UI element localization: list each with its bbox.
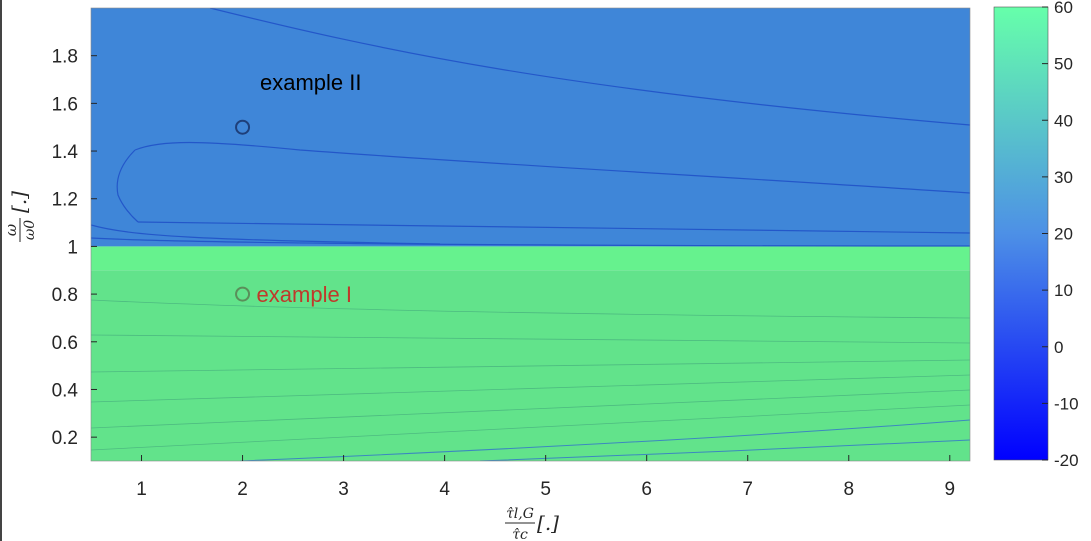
y-tick-label: 1.6 (52, 94, 78, 115)
x-tick-label: 7 (742, 479, 753, 500)
svg-text:[.]: [.] (7, 191, 31, 213)
svg-text:τ̂l,G: τ̂l,G (506, 506, 534, 522)
y-tick-label: 0.2 (52, 428, 78, 449)
colorbar-tick-label: -10 (1054, 394, 1079, 413)
contour-line (91, 224, 441, 245)
page-edge (0, 0, 2, 541)
y-tick-label: 1.2 (52, 190, 78, 211)
svg-text:ω0: ω0 (22, 220, 38, 240)
colorbar-tick-label: 20 (1054, 225, 1073, 244)
heatmap-region (91, 246, 970, 271)
contour-line (116, 149, 139, 223)
x-tick-label: 4 (439, 479, 450, 500)
plot-frame (90, 7, 971, 462)
x-tick-label: 9 (945, 479, 956, 500)
x-axis-label: τ̂l,G τ̂c [.] (505, 506, 559, 541)
y-tick-label: 0.4 (52, 380, 79, 401)
colorbar-tick-label: 0 (1054, 338, 1063, 357)
heatmap-region (91, 8, 970, 247)
colorbar-tick-label: 50 (1054, 55, 1073, 74)
colorbar-tick-label: -20 (1054, 451, 1079, 470)
colorbar-tick-label: 40 (1054, 111, 1073, 130)
contour-line (91, 299, 970, 319)
x-tick-label: 8 (843, 479, 854, 500)
colorbar-tick-label: 60 (1054, 0, 1073, 17)
y-tick-label: 1.8 (52, 47, 78, 68)
contour-line (479, 439, 970, 461)
colorbar-tick-label: 10 (1054, 281, 1073, 300)
contour-line (239, 419, 970, 461)
contour-line (91, 237, 970, 247)
colorbar-tick-label: 30 (1054, 168, 1073, 187)
x-tick-label: 3 (338, 479, 349, 500)
x-tick-label: 5 (540, 479, 551, 500)
contour-line (134, 141, 970, 194)
example-marker (235, 286, 251, 302)
y-tick-label: 1.4 (52, 142, 79, 163)
svg-text:ω: ω (2, 224, 20, 236)
y-tick-label: 0.6 (52, 333, 78, 354)
annotation-example-1: example I (257, 282, 352, 307)
colorbar-gradient (993, 6, 1049, 461)
y-tick-label: 0.8 (52, 285, 78, 306)
x-tick-label: 1 (136, 479, 147, 500)
annotation-example-2: example II (260, 70, 362, 95)
svg-text:[.]: [.] (537, 511, 559, 535)
contour-line (209, 8, 970, 126)
x-tick-label: 2 (237, 479, 248, 500)
plot-area (91, 8, 970, 461)
x-tick-label: 6 (641, 479, 652, 500)
y-axis-label: ω ω0 [.] (2, 191, 38, 242)
y-tick-label: 1 (67, 237, 78, 258)
example-marker (235, 119, 251, 135)
colorbar: -20 -10 0 10 20 30 40 50 60 (993, 0, 1079, 470)
svg-text:τ̂c: τ̂c (512, 527, 528, 541)
